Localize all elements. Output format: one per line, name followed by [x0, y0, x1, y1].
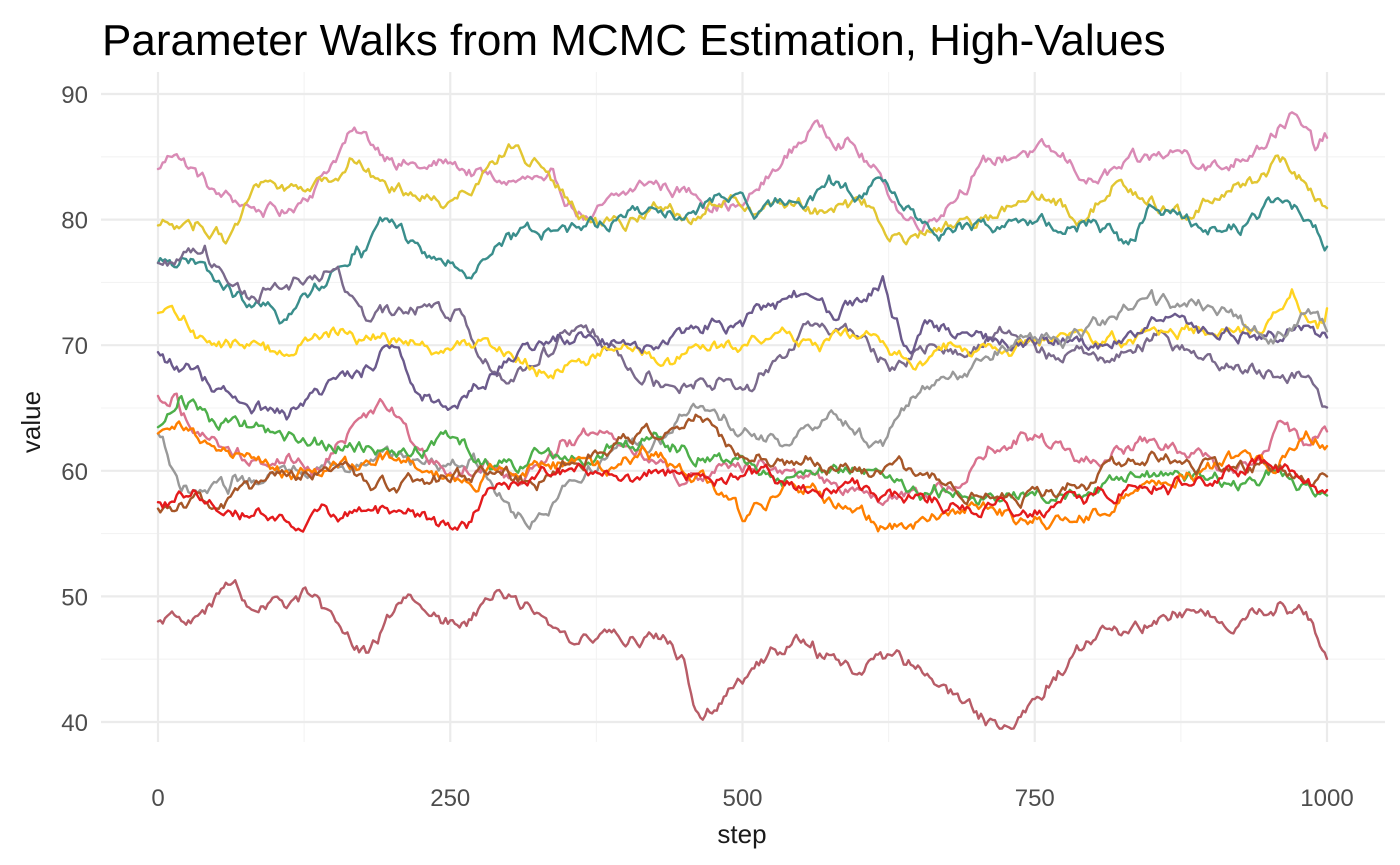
series-lines — [156, 111, 1329, 730]
x-tick-label: 750 — [1015, 785, 1055, 812]
x-tick-label: 250 — [430, 785, 470, 812]
y-tick-label: 50 — [61, 584, 88, 611]
y-tick-label: 40 — [61, 710, 88, 737]
series-line-walk-orange — [156, 420, 1329, 533]
series-line-walk-violet — [156, 244, 1329, 409]
series-line-walk-purple — [156, 275, 1329, 421]
y-axis-ticks: 40 50 60 70 80 90 — [61, 82, 88, 737]
y-tick-label: 90 — [61, 82, 88, 109]
y-tick-label: 60 — [61, 459, 88, 486]
series-line-walk-teal — [156, 174, 1329, 325]
series-line-walk-yellow — [156, 288, 1329, 380]
series-line-walk-brown — [156, 413, 1329, 514]
series-line-walk-red — [156, 454, 1329, 533]
series-line-walk-pink — [156, 111, 1329, 233]
y-axis-label: value — [16, 391, 46, 453]
x-axis-ticks: 0 250 500 750 1000 — [151, 785, 1353, 812]
x-tick-label: 0 — [151, 785, 164, 812]
chart-title: Parameter Walks from MCMC Estimation, Hi… — [102, 16, 1166, 65]
series-line-walk-dusky-red — [156, 579, 1329, 730]
x-axis-label: step — [717, 819, 766, 849]
x-tick-label: 1000 — [1300, 785, 1353, 812]
y-tick-label: 70 — [61, 333, 88, 360]
series-line-walk-rose — [156, 392, 1329, 507]
series-line-walk-gold — [156, 143, 1329, 246]
x-tick-label: 500 — [722, 785, 762, 812]
y-tick-label: 80 — [61, 208, 88, 235]
